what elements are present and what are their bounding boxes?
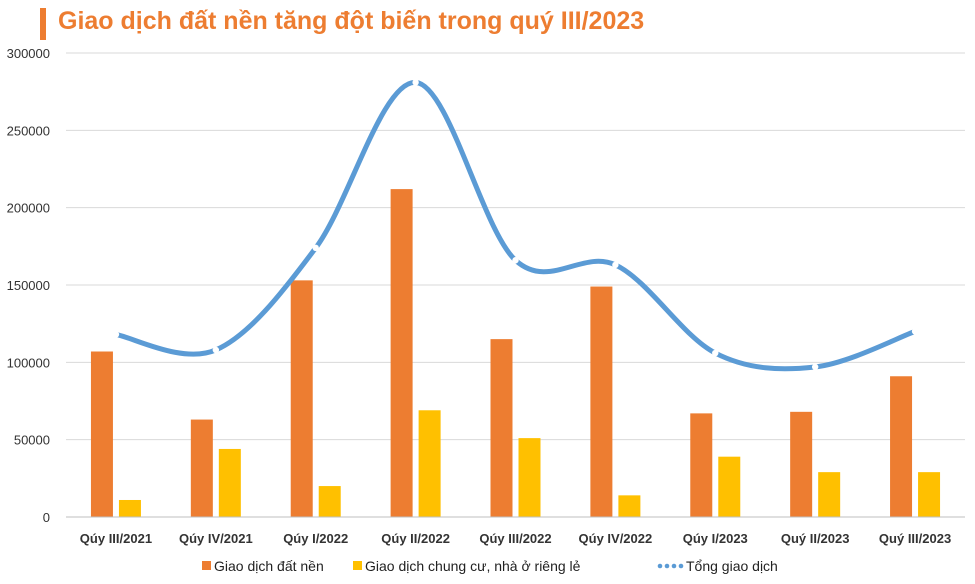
legend-line-swatch <box>657 563 684 569</box>
legend-dot <box>678 563 684 569</box>
bar <box>190 419 213 517</box>
line-point <box>811 363 819 371</box>
x-tick-label: Quý II/2023 <box>781 531 850 546</box>
bar <box>290 280 313 517</box>
legend-dot <box>671 563 677 569</box>
line-point <box>312 244 319 252</box>
legend-label: Giao dịch đất nền <box>214 558 324 574</box>
bar <box>618 495 641 517</box>
bar <box>318 486 341 517</box>
bar <box>790 411 813 517</box>
bar <box>890 376 913 517</box>
y-tick-label: 0 <box>43 510 50 525</box>
total-line-path <box>113 79 918 372</box>
x-tick-label: Qúy III/2021 <box>80 531 152 546</box>
x-axis: Qúy III/2021 Qúy IV/2021 Qúy I/2022 Qúy II/… <box>66 516 965 546</box>
total-line <box>112 79 919 372</box>
legend-label: Giao dịch chung cư, nhà ở riêng lẻ <box>365 558 581 574</box>
y-tick-label: 150000 <box>7 278 50 293</box>
line-point <box>612 261 619 269</box>
y-axis: 0 50000 100000 150000 200000 250000 300000 <box>7 46 50 525</box>
title-accent-bar <box>40 8 46 40</box>
line-point <box>412 79 419 86</box>
bar <box>490 339 513 517</box>
bar <box>218 448 241 517</box>
x-tick-label: Qúy III/2022 <box>479 531 551 546</box>
x-tick-label: Qúy IV/2021 <box>179 531 253 546</box>
line-point <box>911 328 919 335</box>
line-point <box>212 346 220 354</box>
y-tick-label: 200000 <box>7 201 50 216</box>
x-tick-label: Quý III/2023 <box>879 531 951 546</box>
line-point <box>512 257 519 264</box>
legend-swatch <box>353 561 362 570</box>
y-tick-label: 50000 <box>14 433 50 448</box>
bar <box>818 472 841 517</box>
bar <box>690 413 713 517</box>
bar <box>918 472 941 517</box>
legend: Giao dịch đất nền Giao dịch chung cư, nhà… <box>202 558 778 574</box>
bar <box>90 351 113 517</box>
legend-swatch <box>202 561 211 570</box>
line-point <box>112 331 120 338</box>
bar <box>718 456 741 517</box>
legend-label: Tổng giao dịch <box>686 558 778 574</box>
bar <box>418 410 441 517</box>
y-tick-label: 100000 <box>7 355 50 370</box>
x-tick-label: Qúy I/2023 <box>683 531 748 546</box>
legend-dot <box>664 563 670 569</box>
legend-dot <box>657 563 663 569</box>
bar <box>390 189 413 517</box>
bar <box>590 286 613 517</box>
bar <box>518 438 541 517</box>
x-tick-label: Qúy IV/2022 <box>579 531 653 546</box>
bar <box>118 499 141 517</box>
x-tick-label: Qúy I/2022 <box>283 531 348 546</box>
x-tick-label: Qúy II/2022 <box>381 531 450 546</box>
bars <box>90 189 941 517</box>
y-tick-label: 250000 <box>7 123 50 138</box>
chart-title: Giao dịch đất nền tăng đột biến trong qu… <box>58 7 645 35</box>
line-point <box>712 349 719 357</box>
y-tick-label: 300000 <box>7 46 50 61</box>
